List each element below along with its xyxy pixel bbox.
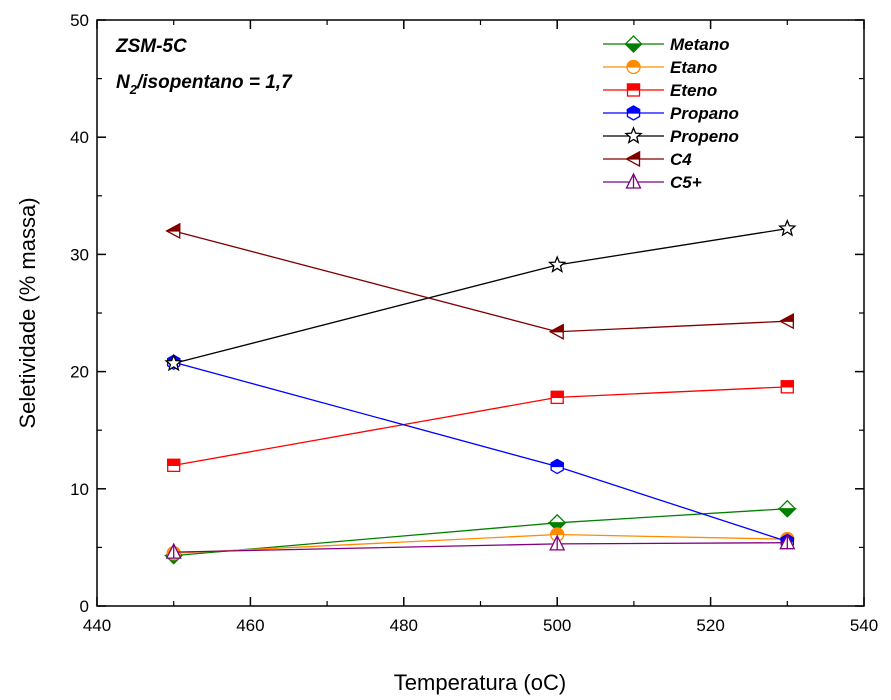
data-point xyxy=(549,534,566,551)
data-point xyxy=(778,218,797,237)
marker-fill xyxy=(626,59,641,68)
marker-fill xyxy=(626,83,641,91)
x-tick-label: 520 xyxy=(696,616,724,635)
legend-marker xyxy=(625,172,642,189)
series-c4 xyxy=(165,222,794,340)
y-tick-label: 30 xyxy=(70,245,89,264)
series-c5 xyxy=(165,533,796,559)
data-point xyxy=(165,222,181,240)
marker-shape xyxy=(547,255,567,273)
marker-fill xyxy=(166,222,181,232)
y-tick-label: 20 xyxy=(70,363,89,382)
marker-fill xyxy=(626,150,641,160)
x-tick-label: 480 xyxy=(390,616,418,635)
series-line xyxy=(173,227,788,365)
series-layer xyxy=(164,218,797,565)
x-tick-label: 460 xyxy=(236,616,264,635)
series-eteno xyxy=(167,380,794,473)
legend-marker xyxy=(626,59,641,75)
marker-fill xyxy=(167,458,181,467)
marker-fill xyxy=(550,527,565,536)
y-tick-label: 0 xyxy=(80,597,89,616)
series-propano xyxy=(166,354,795,550)
series-metano xyxy=(164,499,797,565)
marker-fill xyxy=(550,458,564,468)
data-point xyxy=(165,542,182,559)
ticks: 440 460 480 500 520 540 0 10 20 30 40 50 xyxy=(70,11,878,635)
legend-label: Propeno xyxy=(670,127,739,146)
legend-label: C5+ xyxy=(670,173,702,192)
annotation-catalyst: ZSM-5C xyxy=(115,36,187,57)
x-tick-label: 440 xyxy=(83,616,111,635)
legend-item-etano: Etano xyxy=(603,58,717,77)
annotation-ratio-rest: /isopentano = 1,7 xyxy=(136,72,293,93)
marker-shape xyxy=(164,353,183,372)
legend-marker xyxy=(623,35,644,53)
marker-fill xyxy=(777,508,797,518)
legend-marker xyxy=(624,126,643,144)
legend-item-c4: C4 xyxy=(603,150,692,169)
legend-label: Metano xyxy=(670,35,730,54)
marker-fill xyxy=(547,522,567,532)
x-axis-title: Temperatura (oC) xyxy=(394,670,566,695)
data-point xyxy=(547,513,567,532)
marker-fill xyxy=(780,380,794,388)
legend-item-c5: C5+ xyxy=(603,172,702,192)
x-tick-label: 500 xyxy=(543,616,571,635)
y-axis-title: Seletividade (% massa) xyxy=(15,197,40,428)
legend-label: Eteno xyxy=(670,81,717,100)
marker-fill xyxy=(626,105,641,114)
marker-fill xyxy=(550,390,564,399)
data-point xyxy=(167,458,181,473)
legend-marker xyxy=(625,150,641,168)
data-point xyxy=(550,458,564,475)
annotation-ratio: N2/isopentano = 1,7 xyxy=(116,72,293,97)
marker-fill xyxy=(623,43,644,53)
data-point xyxy=(778,313,794,330)
y-tick-label: 50 xyxy=(70,11,89,30)
x-tick-label: 540 xyxy=(850,616,878,635)
series-etano xyxy=(166,527,795,561)
legend-item-eteno: Eteno xyxy=(603,81,717,100)
legend-label: Propano xyxy=(670,104,739,123)
plot-frame xyxy=(96,19,865,607)
legend-item-propano: Propano xyxy=(603,104,739,123)
series-line xyxy=(173,230,788,333)
data-point xyxy=(550,390,564,405)
marker-fill xyxy=(779,313,794,322)
data-point xyxy=(547,255,567,273)
legend-item-propeno: Propeno xyxy=(603,126,739,146)
data-point xyxy=(779,533,796,550)
legend-item-metano: Metano xyxy=(603,35,730,54)
y-tick-label: 10 xyxy=(70,480,89,499)
annotation-ratio-sub: 2 xyxy=(129,82,138,97)
data-point xyxy=(164,353,183,372)
data-point xyxy=(777,499,797,518)
legend-label: Etano xyxy=(670,58,717,77)
series-line xyxy=(173,386,788,467)
marker-fill xyxy=(549,323,564,333)
legend: Metano Etano Eteno Propano Propeno C4 C5+ xyxy=(603,35,739,192)
y-tick-label: 40 xyxy=(70,128,89,147)
marker-shape xyxy=(778,218,797,237)
marker-shape xyxy=(624,126,643,144)
data-point xyxy=(548,323,564,340)
data-point xyxy=(780,380,794,394)
legend-label: C4 xyxy=(670,150,692,169)
annotation-ratio-main: N xyxy=(116,72,131,93)
series-propeno xyxy=(164,218,797,372)
legend-marker xyxy=(626,83,641,97)
legend-marker xyxy=(626,105,641,121)
